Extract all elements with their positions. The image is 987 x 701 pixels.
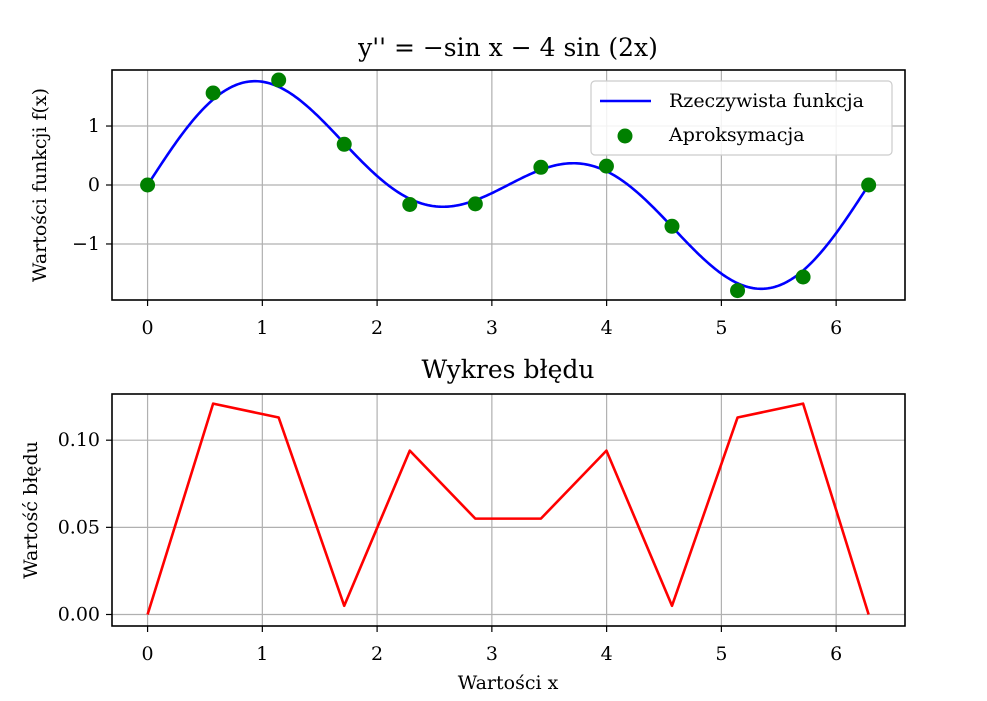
error-chart-xlabel: Wartości x: [458, 672, 559, 694]
function-chart-xtick-label: 4: [601, 317, 613, 339]
error-chart-ytick-label: 0.00: [58, 603, 100, 625]
function-chart-ytick-label: −1: [72, 233, 100, 255]
approximation-point: [795, 269, 811, 285]
function-chart-xtick-label: 0: [142, 317, 154, 339]
error-chart-ytick-label: 0.10: [58, 429, 100, 451]
function-chart-data: [140, 72, 877, 299]
error-chart-xtick-label: 2: [371, 643, 383, 665]
function-chart-xtick-label: 3: [486, 317, 498, 339]
approximation-point: [467, 196, 483, 212]
function-chart-ytick-label: 1: [88, 115, 100, 137]
error-line: [146, 402, 870, 615]
approximation-point: [140, 177, 156, 193]
legend-box: [590, 80, 893, 156]
function-chart-ticks: 0 1 2 3 4 5 6 −1 0 1: [72, 115, 842, 339]
error-chart-grid: [112, 394, 905, 626]
error-chart-ticks: 0 1 2 3 4 5 6 0.00 0.05 0.10: [58, 429, 843, 665]
approximation-point: [533, 159, 549, 175]
legend-label-real: Rzeczywista funkcja: [669, 90, 864, 112]
function-chart: y'' = −sin x − 4 sin (2x) 0 1 2 3 4 5 6 −1 0 1 Wa…: [29, 33, 906, 339]
error-chart-data: [146, 402, 870, 615]
error-chart-xtick-label: 5: [715, 643, 727, 665]
function-chart-xtick-label: 5: [715, 317, 727, 339]
error-chart-ytick-label: 0.05: [58, 516, 100, 538]
error-chart-xtick-label: 6: [830, 643, 842, 665]
error-chart-xtick-label: 0: [142, 643, 154, 665]
function-chart-ylabel: Wartości funkcji f(x): [29, 88, 51, 282]
approximation-point: [598, 158, 614, 174]
approximation-point: [861, 177, 877, 193]
approximation-point: [664, 218, 680, 234]
approximation-point: [271, 72, 287, 88]
function-chart-xtick-label: 1: [256, 317, 268, 339]
real-function-line: [146, 79, 870, 291]
approximation-point: [730, 283, 746, 299]
function-chart-xtick-label: 2: [371, 317, 383, 339]
error-chart-ylabel: Wartość błędu: [20, 441, 42, 579]
error-chart-xtick-label: 3: [486, 643, 498, 665]
error-chart: Wykres błędu 0 1 2 3 4 5 6 0.00 0.05 0.10 Wartość…: [20, 355, 906, 694]
approximation-point: [402, 196, 418, 212]
legend-label-approx: Aproksymacja: [668, 124, 805, 146]
approximation-point: [336, 136, 352, 152]
error-chart-xtick-label: 4: [601, 643, 613, 665]
function-chart-ytick-label: 0: [88, 174, 100, 196]
legend: Rzeczywista funkcja Aproksymacja: [590, 80, 893, 156]
error-chart-frame: [111, 393, 906, 627]
error-chart-xtick-label: 1: [256, 643, 268, 665]
legend-marker-swatch: [617, 128, 633, 144]
function-chart-title: y'' = −sin x − 4 sin (2x): [357, 33, 658, 62]
error-chart-title: Wykres błędu: [422, 355, 595, 384]
function-chart-xtick-label: 6: [830, 317, 842, 339]
approximation-point: [205, 85, 221, 101]
